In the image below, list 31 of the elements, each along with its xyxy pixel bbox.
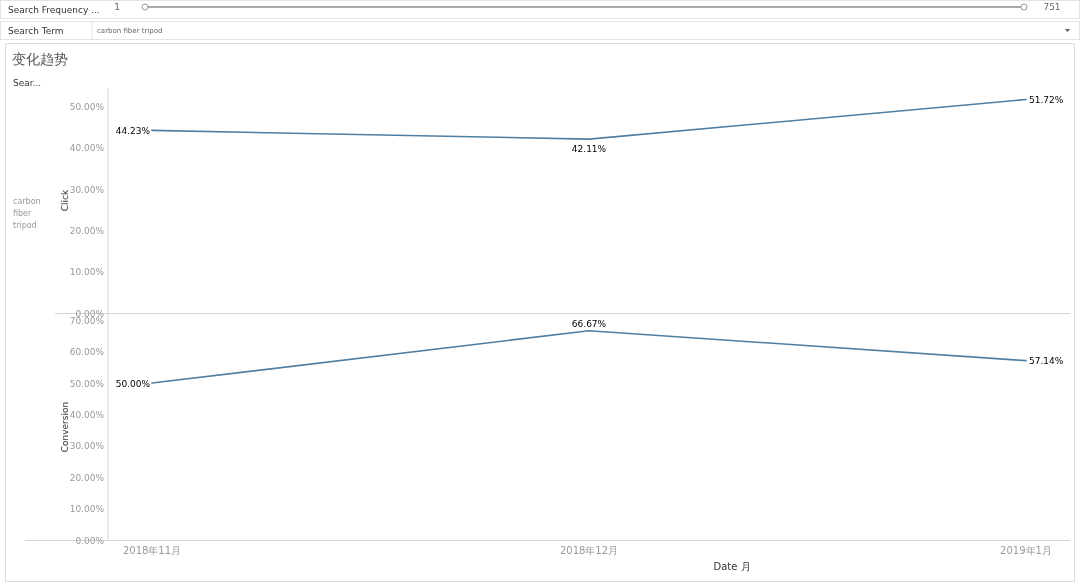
- text: Search Frequency ...: [8, 5, 100, 15]
- y-tick-label: 40.00%: [69, 143, 105, 154]
- y-tick-label: 10.00%: [69, 504, 105, 515]
- data-label: 42.11%: [571, 144, 607, 155]
- data-label: 57.14%: [1029, 356, 1064, 367]
- text: carbon fiber tripod: [13, 197, 41, 230]
- y-tick-label: 30.00%: [69, 441, 105, 452]
- data-label: 44.23%: [115, 125, 151, 136]
- y-tick-label: 40.00%: [69, 409, 105, 420]
- x-tick-label: 2018年11月: [122, 545, 182, 556]
- y-tick-label: 20.00%: [69, 225, 105, 236]
- y-axis-title: Click: [60, 188, 70, 212]
- y-tick-label: 30.00%: [69, 184, 105, 195]
- data-label: 50.00%: [115, 378, 151, 389]
- text: 1: [114, 2, 120, 12]
- x-tick-label: 2019年1月: [1000, 545, 1052, 556]
- text: Sear...: [13, 78, 42, 88]
- data-label: 66.67%: [571, 318, 607, 329]
- y-tick-label: 0.00%: [75, 535, 105, 546]
- chart-title: 变化趋势: [12, 51, 68, 67]
- x-tick-label: 2018年12月: [559, 545, 619, 556]
- y-tick-label: 10.00%: [69, 267, 105, 278]
- y-tick-label: 60.00%: [69, 347, 105, 358]
- y-axis-title: Conversion: [60, 401, 70, 453]
- text: 751: [1043, 2, 1061, 12]
- y-tick-label: 50.00%: [69, 102, 105, 113]
- text: Search Term: [8, 26, 64, 36]
- y-tick-label: 50.00%: [69, 378, 105, 389]
- x-axis-title: Date 月: [713, 561, 751, 572]
- data-label: 51.72%: [1029, 94, 1064, 105]
- y-tick-label: 20.00%: [69, 472, 105, 483]
